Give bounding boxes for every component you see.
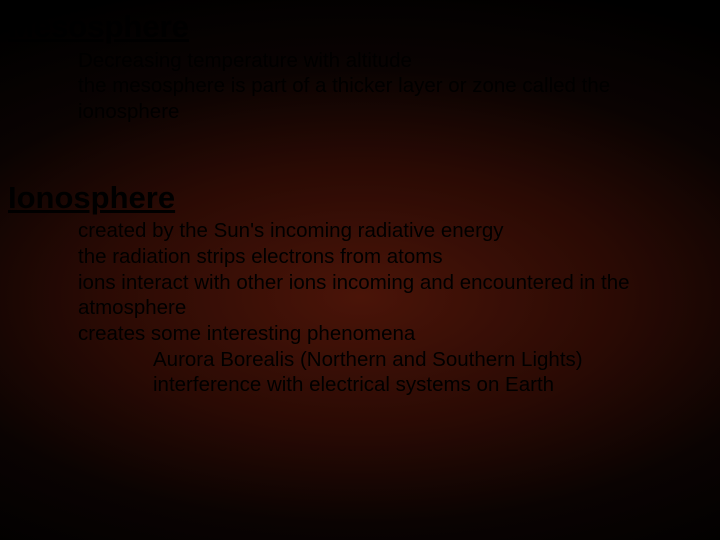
bullet-line: creates some interesting phenomena bbox=[8, 321, 712, 347]
sub-bullet-text: interference with electrical systems on … bbox=[153, 373, 554, 396]
section-heading-mesosphere: Mesosphere bbox=[8, 8, 712, 47]
sub-bullet-line: Aurora Borealis (Northern and Southern L… bbox=[8, 347, 712, 373]
section-heading-ionosphere: Ionosphere bbox=[8, 179, 712, 218]
bullet-line: created by the Sun's incoming radiative … bbox=[8, 218, 712, 244]
sub-bullet-line: interference with electrical systems on … bbox=[8, 372, 712, 398]
bullet-line: the radiation strips electrons from atom… bbox=[8, 244, 712, 270]
sub-bullet-text: Aurora Borealis (Northern and Southern L… bbox=[153, 348, 583, 371]
bullet-text: the radiation strips electrons from atom… bbox=[78, 245, 443, 268]
bullet-line: the mesosphere is part of a thicker laye… bbox=[8, 73, 712, 124]
bullet-line: Decreasing temperature with altitude bbox=[8, 48, 712, 74]
bullet-text: ions interact with other ions incoming a… bbox=[78, 271, 630, 320]
bullet-text: created by the Sun's incoming radiative … bbox=[78, 219, 504, 242]
section-gap bbox=[8, 125, 712, 179]
bullet-text: creates some interesting phenomena bbox=[78, 322, 415, 345]
bullet-text: the mesosphere is part of a thicker laye… bbox=[78, 74, 610, 123]
bullet-text: Decreasing temperature with altitude bbox=[78, 49, 412, 72]
bullet-line: ions interact with other ions incoming a… bbox=[8, 270, 712, 321]
